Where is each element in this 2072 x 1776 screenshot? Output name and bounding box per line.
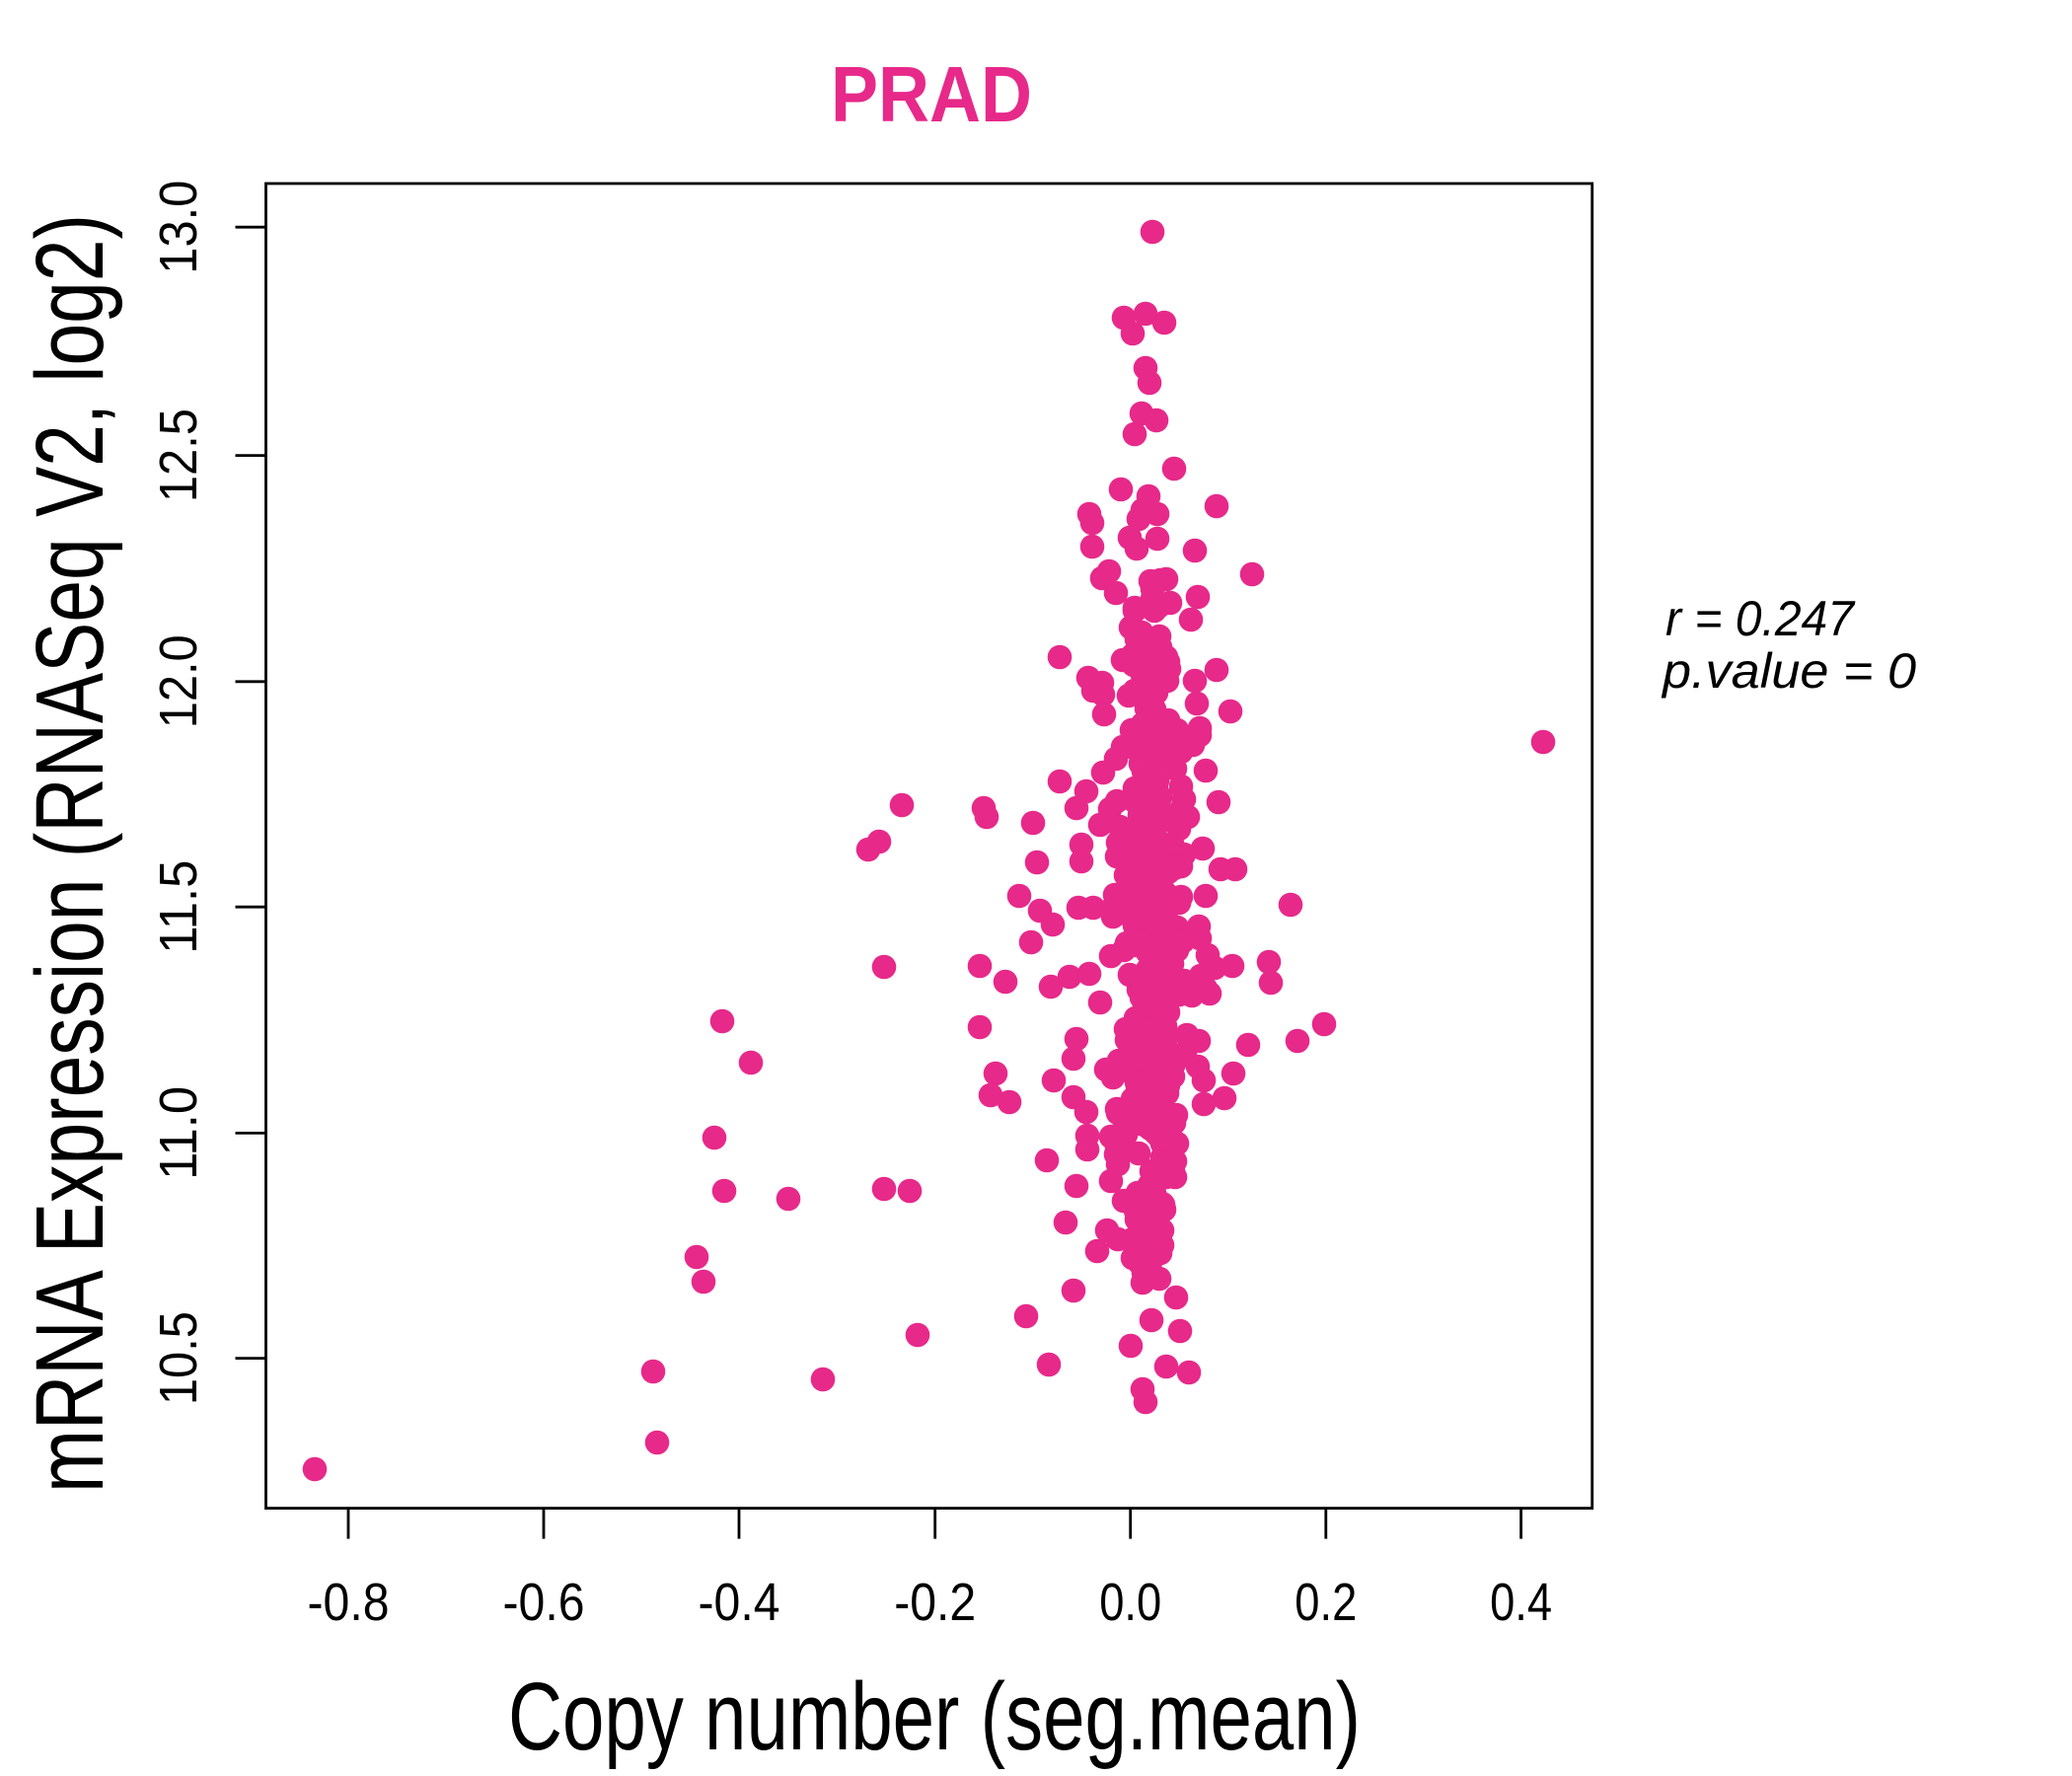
svg-text:12.0: 12.0 [149,634,208,728]
svg-text:0.2: 0.2 [1295,1573,1357,1632]
svg-text:-0.6: -0.6 [503,1573,585,1632]
svg-text:r = 0.247: r = 0.247 [1665,591,1856,646]
svg-text:0.0: 0.0 [1099,1573,1161,1632]
svg-text:13.0: 13.0 [149,181,208,274]
svg-text:-0.8: -0.8 [308,1573,390,1632]
svg-text:p.value = 0: p.value = 0 [1661,643,1916,699]
svg-text:PRAD: PRAD [831,50,1032,138]
svg-text:12.5: 12.5 [149,408,208,502]
svg-text:-0.4: -0.4 [699,1573,780,1632]
svg-text:Copy number (seg.mean): Copy number (seg.mean) [508,1663,1361,1770]
svg-text:mRNA Expression (RNASeq V2, lo: mRNA Expression (RNASeq V2, log2) [16,214,123,1493]
svg-text:11.5: 11.5 [149,860,208,954]
svg-text:-0.2: -0.2 [894,1573,976,1632]
svg-text:0.4: 0.4 [1490,1573,1552,1632]
svg-text:10.5: 10.5 [149,1311,208,1405]
svg-text:11.0: 11.0 [149,1086,208,1180]
